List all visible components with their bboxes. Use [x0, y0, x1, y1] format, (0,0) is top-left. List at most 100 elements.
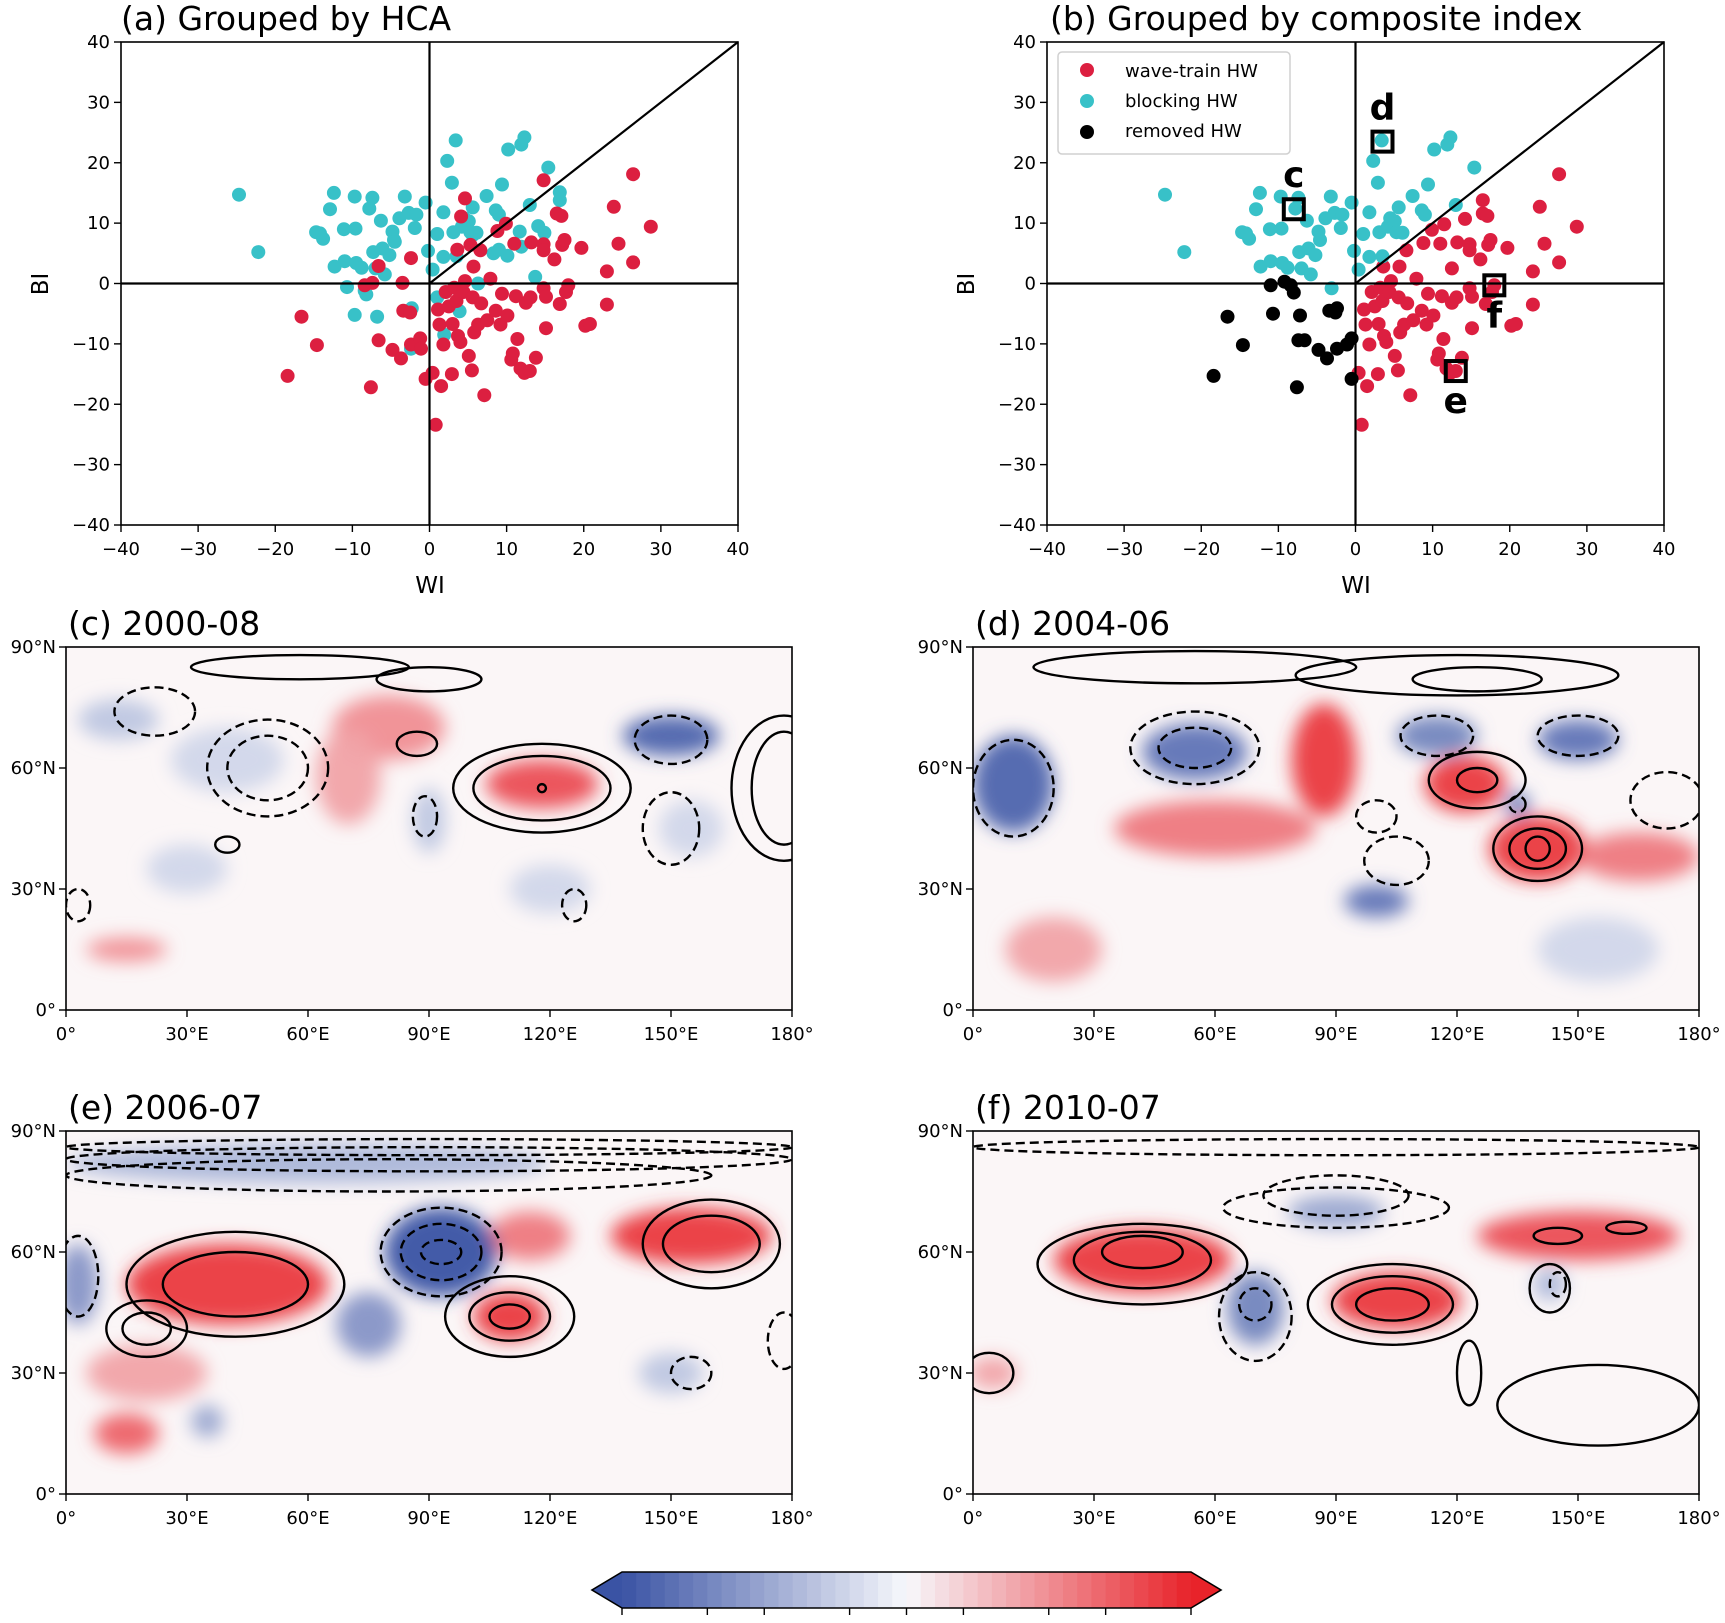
lon-tick-label: 60°E [286, 1024, 329, 1045]
data-point-wave-train [1400, 296, 1415, 311]
contour-positive [1032, 649, 1358, 685]
data-point-removed [1286, 285, 1301, 300]
contour-negative [419, 1238, 463, 1266]
data-point-wave-train [507, 236, 522, 251]
colorbar-segment [963, 1572, 979, 1608]
data-point-wave-train [1354, 417, 1369, 432]
contour-positive [1492, 815, 1584, 883]
lat-tick-label: 30°N [918, 879, 963, 900]
cold-anomaly [622, 715, 720, 756]
data-point-wave-train [1508, 317, 1523, 331]
lat-tick-label: 90°N [918, 1121, 963, 1142]
data-point-wave-train [510, 332, 525, 346]
x-tick-label: −30 [1105, 539, 1143, 560]
contour-positive [1455, 766, 1499, 794]
data-point-wave-train [1437, 217, 1452, 232]
colorbar-tick-label: -7 [698, 1620, 716, 1623]
x-tick-label: 30 [649, 539, 672, 560]
data-point-wave-train [500, 308, 515, 323]
contour-negative [1238, 1287, 1273, 1322]
data-point-blocking [1280, 260, 1295, 275]
data-point-wave-train [1552, 167, 1567, 182]
data-point-wave-train [1362, 337, 1377, 352]
x-tick-label: 10 [1421, 539, 1444, 560]
lon-tick-label: 150°E [644, 1024, 699, 1045]
lon-tick-label: 60°E [286, 1508, 329, 1529]
lon-tick-label: 60°E [1193, 1508, 1236, 1529]
data-point-blocking [409, 207, 424, 222]
data-point-wave-train [480, 313, 495, 328]
data-point-wave-train [1384, 274, 1398, 289]
contour-negative [411, 795, 439, 838]
colorbar-segment [750, 1572, 765, 1608]
colorbar-segment [1048, 1572, 1064, 1608]
data-point-blocking [1249, 202, 1263, 217]
data-point-wave-train [1358, 317, 1373, 332]
data-point-blocking [337, 254, 352, 269]
data-point-wave-train [1478, 297, 1493, 311]
annotation-label-c: c [1283, 155, 1304, 196]
data-point-wave-train [1390, 363, 1405, 378]
data-point-blocking [501, 142, 516, 157]
data-point-blocking [336, 222, 351, 237]
data-point-wave-train [508, 289, 523, 304]
y-tick-label: 20 [87, 153, 110, 174]
y-tick-label: −20 [998, 394, 1036, 415]
data-point-blocking [340, 280, 354, 295]
x-tick-label: 30 [1575, 539, 1598, 560]
warm-anomaly [473, 1292, 546, 1341]
data-point-blocking [1405, 189, 1420, 203]
panel-b-ylabel: BI [954, 273, 980, 296]
x-tick-label: −40 [1028, 539, 1066, 560]
x-tick-label: 10 [495, 539, 518, 560]
contour-positive [468, 1291, 552, 1342]
colorbar-segment [650, 1572, 666, 1608]
data-point-blocking [370, 309, 385, 324]
contour-negative [766, 1311, 792, 1371]
contour-negative [1363, 835, 1430, 887]
data-point-wave-train [413, 331, 428, 346]
data-point-wave-train [425, 365, 440, 380]
data-point-wave-train [1379, 335, 1394, 350]
colorbar-segment [792, 1572, 808, 1608]
contour-negative [1548, 1270, 1568, 1298]
colorbar-segment [721, 1572, 737, 1608]
panel-b-xlabel: WI [1341, 573, 1371, 599]
data-point-wave-train [309, 338, 324, 353]
data-point-wave-train [483, 271, 498, 286]
contour-positive [488, 1303, 532, 1330]
contour-negative [66, 887, 92, 923]
contour-negative [226, 734, 310, 802]
y-tick-label: 0 [99, 274, 110, 295]
data-point-wave-train [1465, 289, 1479, 304]
contour-positive [161, 1250, 310, 1318]
contour-negative [1629, 770, 1699, 830]
data-point-blocking [1333, 221, 1348, 235]
contour-negative [66, 1158, 713, 1193]
annotation-label-f: f [1486, 295, 1502, 336]
data-point-blocking [232, 187, 246, 202]
annotation-box-f [1482, 273, 1507, 298]
panel-b-title: (b) Grouped by composite index [1050, 0, 1582, 38]
colorbar-segment [906, 1572, 922, 1608]
data-point-blocking [541, 160, 556, 175]
contour-positive [730, 714, 792, 862]
contour-negative [560, 887, 588, 923]
data-point-removed [1293, 308, 1307, 323]
x-tick-label: −20 [1182, 539, 1220, 560]
panel-e-title: (e) 2006-07 [68, 1088, 262, 1127]
data-point-removed [1266, 306, 1280, 321]
data-point-blocking [512, 224, 527, 239]
data-point-blocking [1242, 231, 1257, 246]
contour-positive [125, 1230, 346, 1338]
legend-marker-removed [1080, 125, 1094, 139]
data-point-removed [1311, 342, 1326, 357]
colorbar-segment [1148, 1572, 1164, 1608]
lat-tick-label: 0° [943, 1000, 963, 1021]
y-tick-label: 40 [1013, 32, 1036, 53]
data-point-blocking [1324, 281, 1339, 296]
x-tick-label: −10 [1259, 539, 1297, 560]
contour-negative [205, 718, 330, 818]
data-point-wave-train [1371, 317, 1386, 331]
data-point-blocking [1313, 233, 1327, 247]
